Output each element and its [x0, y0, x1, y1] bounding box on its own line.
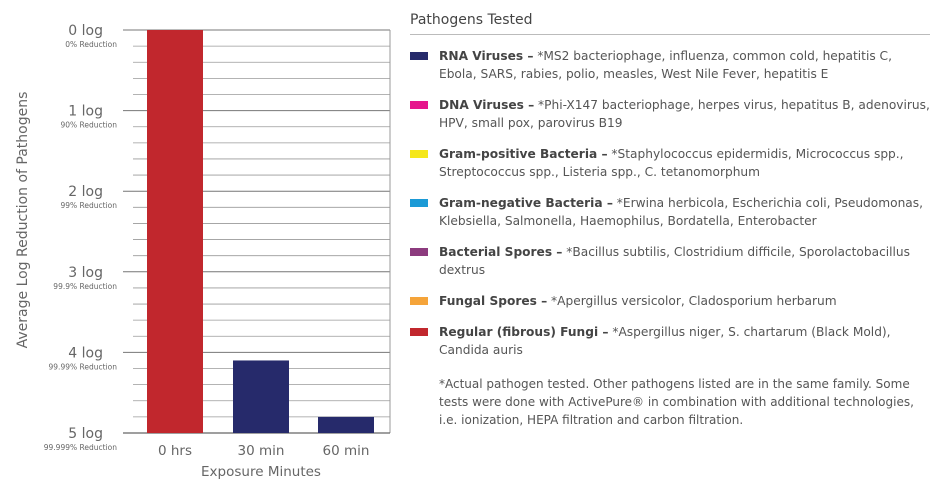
legend-item-desc: *Apergillus versicolor, Cladosporium her… — [547, 294, 837, 308]
y-tick-label: 5 log — [68, 426, 103, 442]
y-tick-label: 0 log — [68, 23, 103, 39]
y-axis-label: Average Log Reduction of Pathogens — [15, 92, 31, 349]
x-axis-ticks: 0 hrs 30 min 60 min — [158, 443, 369, 459]
legend-item-desc: *Bacillus subtilis, Clostridium difficil… — [439, 245, 911, 277]
legend-swatch — [410, 52, 428, 60]
legend-item-desc: *MS2 bacteriophage, influenza, common co… — [439, 49, 892, 81]
x-tick-label: 30 min — [238, 443, 285, 459]
legend-item-name: Fungal Spores – — [439, 294, 548, 308]
x-tick-label: 60 min — [323, 443, 370, 459]
legend-swatch — [410, 199, 428, 207]
bar-30-min — [233, 360, 289, 433]
legend-swatch — [410, 150, 428, 158]
legend-item-name: DNA Viruses – — [439, 98, 535, 112]
legend-item: RNA Viruses – *MS2 bacteriophage, influe… — [410, 47, 930, 83]
chart-bars — [147, 30, 374, 433]
legend-item-name: Regular (fibrous) Fungi – — [439, 325, 609, 339]
y-tick-sublabel: 99% Reduction — [60, 201, 117, 210]
legend-item-desc: *Phi-X147 bacteriophage, herpes virus, h… — [439, 98, 930, 130]
legend-item: Gram-negative Bacteria – *Erwina herbico… — [410, 194, 930, 230]
y-tick-sublabel: 90% Reduction — [60, 121, 117, 130]
y-tick-sublabel: 99.99% Reduction — [49, 362, 118, 371]
y-tick-label: 1 log — [68, 104, 103, 120]
legend-swatch — [410, 297, 428, 305]
y-tick-label: 3 log — [68, 265, 103, 281]
legend-item-desc: *Staphylococcus epidermidis, Micrococcus… — [439, 147, 904, 179]
x-tick-label: 0 hrs — [158, 443, 192, 459]
legend-item-name: Gram-positive Bacteria – — [439, 147, 608, 161]
legend: Pathogens Tested RNA Viruses – *MS2 bact… — [410, 12, 930, 429]
legend-item: Regular (fibrous) Fungi – *Aspergillus n… — [410, 323, 930, 359]
y-tick-label: 4 log — [68, 345, 103, 361]
y-tick-sublabel: 99.9% Reduction — [53, 282, 117, 291]
legend-item: Gram-positive Bacteria – *Staphylococcus… — [410, 145, 930, 181]
y-tick-label: 2 log — [68, 184, 103, 200]
legend-items: RNA Viruses – *MS2 bacteriophage, influe… — [410, 47, 930, 359]
legend-item: DNA Viruses – *Phi-X147 bacteriophage, h… — [410, 96, 930, 132]
legend-item-desc: *Aspergillus niger, S. chartarum (Black … — [439, 325, 891, 357]
x-axis-label: Exposure Minutes — [201, 464, 321, 480]
legend-item: Bacterial Spores – *Bacillus subtilis, C… — [410, 243, 930, 279]
bar-0-hrs — [147, 30, 203, 433]
legend-swatch — [410, 101, 428, 109]
legend-footnote: *Actual pathogen tested. Other pathogens… — [439, 377, 914, 427]
legend-title: Pathogens Tested — [410, 12, 930, 35]
legend-item-desc: *Erwina herbicola, Escherichia coli, Pse… — [439, 196, 923, 228]
legend-item-name: RNA Viruses – — [439, 49, 534, 63]
legend-item: Fungal Spores – *Apergillus versicolor, … — [410, 292, 930, 310]
y-tick-sublabel: 0% Reduction — [65, 40, 117, 49]
legend-item-name: Bacterial Spores – — [439, 245, 563, 259]
legend-item-name: Gram-negative Bacteria – — [439, 196, 613, 210]
legend-swatch — [410, 248, 428, 256]
bar-60-min — [318, 416, 374, 433]
legend-swatch — [410, 328, 428, 336]
y-tick-sublabel: 99.999% Reduction — [44, 443, 117, 452]
